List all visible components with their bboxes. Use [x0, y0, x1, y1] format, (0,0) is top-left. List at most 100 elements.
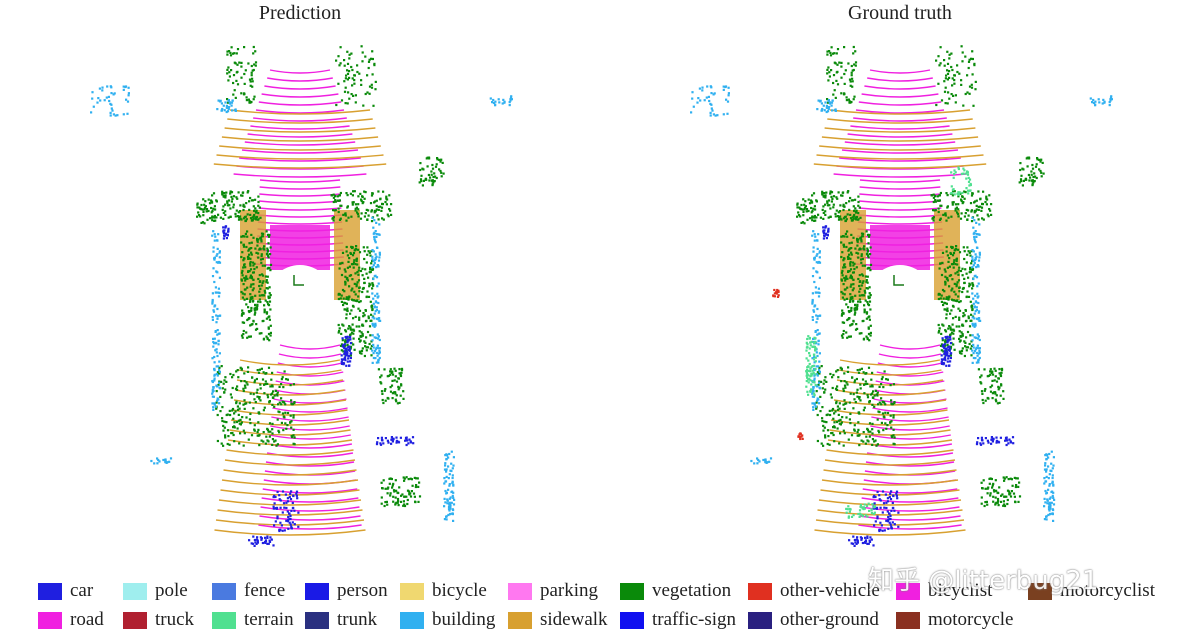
- vegetation-left-mid: [810, 190, 862, 223]
- legend-label: road: [70, 609, 104, 630]
- car-lower: [872, 490, 900, 533]
- legend-label: pole: [155, 580, 188, 601]
- car-lower: [272, 490, 300, 533]
- legend-swatch: [508, 611, 532, 629]
- legend-label: motorcycle: [928, 609, 1014, 630]
- legend-swatch: [400, 611, 424, 629]
- watermark: 知乎 @litterbug21: [868, 566, 1099, 596]
- road-far-arcs: [833, 69, 967, 178]
- legend-item-vegetation: vegetation: [620, 580, 731, 602]
- legend-swatch: [748, 611, 772, 629]
- car-left: [222, 225, 230, 240]
- vegetation-left-near: [840, 230, 873, 342]
- legend-item-other-ground: other-ground: [748, 609, 879, 631]
- building-top-left: [816, 99, 837, 114]
- terrain-upper-right: [950, 166, 972, 196]
- legend-label: person: [337, 580, 388, 601]
- legend-item-bicyclist: bicyclist: [896, 580, 992, 602]
- vegetation-right-mid: [330, 190, 393, 223]
- terrain-left: [805, 335, 818, 397]
- legend-item-trunk: trunk: [305, 609, 377, 631]
- vegetation-top-right: [935, 45, 977, 107]
- building-right-wall: [371, 216, 382, 364]
- legend-item-sidewalk: sidewalk: [508, 609, 608, 631]
- vegetation-top-left: [226, 45, 258, 104]
- vegetation-right-far: [380, 476, 422, 508]
- legend-swatch: [896, 611, 920, 629]
- legend-label: trunk: [337, 609, 378, 630]
- legend-swatch: [508, 582, 532, 600]
- prediction-title: Prediction: [258, 2, 342, 24]
- building-right-far: [1043, 450, 1056, 522]
- vegetation-right-lower: [977, 367, 1005, 405]
- prediction-panel: Prediction: [0, 0, 600, 575]
- vegetation-right-near: [337, 245, 375, 358]
- vegetation-right-mid: [930, 190, 993, 223]
- building-far-left: [690, 85, 730, 117]
- legend-label: fence: [244, 580, 286, 601]
- legend-item-building: building: [400, 609, 495, 631]
- legend-swatch: [896, 582, 920, 600]
- legend-swatch: [123, 582, 147, 600]
- ego-axes-marker: [893, 275, 904, 286]
- ego-axes-marker: [293, 275, 304, 286]
- legend-label: bicycle: [432, 580, 487, 601]
- other-vehicle-left: [772, 288, 780, 298]
- legend-label: bicyclist: [928, 580, 993, 601]
- legend-swatch: [305, 582, 329, 600]
- legend: car pole fence person bicycle parking vegetati…: [38, 578, 1178, 633]
- legend-label: other-vehicle: [780, 580, 880, 601]
- building-lower-left: [150, 457, 173, 465]
- vegetation-far-right: [1018, 156, 1045, 187]
- building-left-wall: [211, 230, 222, 411]
- legend-item-bicycle: bicycle: [400, 580, 487, 602]
- vegetation-left-far: [215, 365, 296, 447]
- legend-swatch: [748, 582, 772, 600]
- legend-swatch: [305, 611, 329, 629]
- vegetation-far-left: [796, 198, 817, 225]
- building-top-left: [216, 99, 237, 114]
- building-far-left: [90, 85, 130, 117]
- building-far-right: [489, 95, 513, 107]
- legend-item-motorcyclist: motorcyclist: [1028, 580, 1155, 602]
- legend-item-truck: truck: [123, 609, 194, 631]
- ground-truth-panel: Ground truth: [600, 0, 1200, 575]
- vegetation-right-far: [980, 476, 1022, 508]
- legend-label: parking: [540, 580, 599, 601]
- legend-swatch: [38, 582, 62, 600]
- car-left: [822, 225, 830, 240]
- legend-label: motorcyclist: [1060, 580, 1155, 601]
- legend-swatch: [1028, 582, 1052, 600]
- ego-vehicle-gap: [267, 265, 333, 331]
- building-left-wall: [811, 230, 822, 411]
- legend-swatch: [620, 611, 644, 629]
- legend-item-terrain: terrain: [212, 609, 294, 631]
- building-lower-left: [750, 457, 773, 465]
- legend-item-car: car: [38, 580, 93, 602]
- building-right-wall: [971, 216, 982, 364]
- legend-swatch: [212, 582, 236, 600]
- ground-truth-point-cloud: [690, 45, 1113, 547]
- legend-label: sidewalk: [540, 609, 608, 630]
- vegetation-far-left: [196, 198, 217, 225]
- legend-item-other-vehicle: other-vehicle: [748, 580, 880, 602]
- legend-label: vegetation: [652, 580, 732, 601]
- car-lower-right: [975, 436, 1015, 447]
- vegetation-top-right: [335, 45, 377, 107]
- building-right-far: [443, 450, 456, 522]
- legend-item-road: road: [38, 609, 104, 631]
- legend-label: truck: [155, 609, 195, 630]
- building-far-right: [1089, 95, 1113, 107]
- car-bottom: [848, 535, 875, 547]
- ground-truth-title: Ground truth: [848, 2, 952, 24]
- car-right: [340, 335, 353, 367]
- sidewalk-upper-arcs: [213, 109, 387, 169]
- legend-item-traffic-sign: traffic-sign: [620, 609, 736, 631]
- legend-swatch: [620, 582, 644, 600]
- vegetation-left-mid: [210, 190, 262, 223]
- ego-vehicle-gap: [867, 265, 933, 331]
- legend-label: building: [432, 609, 496, 630]
- legend-item-person: person: [305, 580, 388, 602]
- vegetation-right-lower: [377, 367, 405, 405]
- legend-item-fence: fence: [212, 580, 285, 602]
